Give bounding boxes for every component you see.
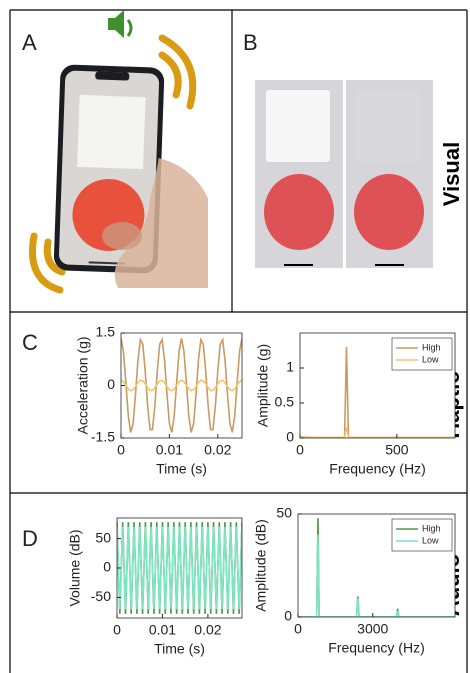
x-tick-label: 0 xyxy=(117,442,125,458)
y-tick-label: 50 xyxy=(276,505,292,521)
y-tick-label: 0.5 xyxy=(275,394,295,410)
data-line xyxy=(298,534,455,617)
legend-label: High xyxy=(422,342,441,352)
data-line xyxy=(117,526,242,610)
y-tick-label: 50 xyxy=(95,529,111,545)
data-line xyxy=(121,337,242,433)
y-tick-label: 1.5 xyxy=(96,324,116,340)
data-line xyxy=(300,346,455,438)
y-tick-label: 0 xyxy=(286,429,294,445)
plot-area xyxy=(121,333,242,438)
y-tick-label: 0 xyxy=(107,376,115,392)
x-tick-label: 0.02 xyxy=(204,442,231,458)
x-tick-label: 0.01 xyxy=(156,442,183,458)
panel-label: A xyxy=(22,30,37,55)
y-tick-label: 1 xyxy=(286,359,294,375)
x-axis-label: Time (s) xyxy=(156,461,207,477)
y-tick-label: -1.5 xyxy=(91,429,115,445)
axes-box xyxy=(297,513,456,618)
frame xyxy=(9,9,468,673)
x-tick-label: 0 xyxy=(113,622,121,638)
x-tick-label: 0.01 xyxy=(149,622,176,638)
x-tick-label: 0.02 xyxy=(194,622,221,638)
legend-label: Low xyxy=(422,354,439,364)
y-axis-label: Acceleration (g) xyxy=(75,336,91,434)
x-tick-label: 0 xyxy=(296,442,304,458)
y-tick-label: 0 xyxy=(284,608,292,624)
panel-label: C xyxy=(22,330,38,355)
data-line xyxy=(121,379,242,392)
phone-illustration xyxy=(29,10,208,294)
x-axis-label: Frequency (Hz) xyxy=(329,461,425,477)
y-tick-label: 0 xyxy=(103,559,111,575)
panel-label: D xyxy=(22,526,38,551)
y-axis-label: Amplitude (g) xyxy=(255,344,271,427)
legend-box xyxy=(391,518,453,552)
x-tick-label: 3000 xyxy=(357,621,388,637)
x-tick-label: 0 xyxy=(294,621,302,637)
data-line xyxy=(300,427,455,438)
row-label: Visual xyxy=(439,142,464,206)
axes-box xyxy=(299,332,456,439)
screen-illustration xyxy=(255,80,433,268)
panel-label: B xyxy=(243,30,258,55)
legend-label: High xyxy=(422,523,441,533)
legend-label: Low xyxy=(422,535,439,545)
legend-box xyxy=(391,337,453,371)
y-tick-label: -50 xyxy=(91,588,111,604)
x-axis-label: Frequency (Hz) xyxy=(328,640,424,656)
x-tick-label: 500 xyxy=(385,442,409,458)
y-axis-label: Volume (dB) xyxy=(67,529,83,606)
x-axis-label: Time (s) xyxy=(154,641,205,657)
y-axis-label: Amplitude (dB) xyxy=(253,519,269,612)
